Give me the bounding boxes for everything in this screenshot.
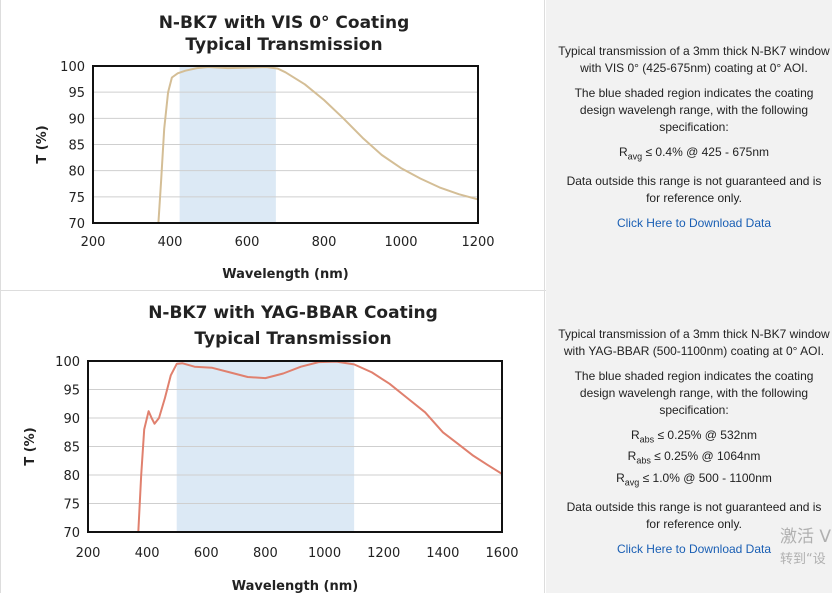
chart-subtitle: Typical Transmission — [194, 329, 391, 349]
description-text: Typical transmission of a 3mm thick N-BK… — [558, 44, 830, 75]
y-tick-label: 70 — [68, 217, 85, 232]
chart-subtitle: Typical Transmission — [185, 35, 382, 55]
y-tick-label: 70 — [63, 526, 80, 541]
x-axis-label: Wavelength (nm) — [222, 267, 348, 282]
plot-frame — [92, 65, 479, 224]
chart-cell-yag-bbar: N-BK7 with YAG-BBAR Coating Typical Trans… — [0, 290, 545, 593]
x-tick-label: 1200 — [461, 235, 494, 250]
description-block-yag-bbar: Typical transmission of a 3mm thick N-BK… — [558, 326, 830, 558]
chart-title: N-BK7 with YAG-BBAR Coating — [148, 303, 438, 323]
shaded-region-note: The blue shaded region indicates the coa… — [574, 86, 814, 134]
x-tick-label: 800 — [312, 235, 337, 250]
y-tick-label: 80 — [68, 165, 85, 180]
y-tick-label: 95 — [63, 384, 80, 399]
y-tick-label: 95 — [68, 86, 85, 101]
download-data-link[interactable]: Click Here to Download Data — [616, 542, 772, 557]
y-tick-label: 75 — [63, 498, 80, 513]
x-tick-label: 1400 — [426, 546, 459, 561]
transmission-series-line — [157, 66, 478, 223]
chart-yag-bbar-transmission: N-BK7 with YAG-BBAR Coating Typical Trans… — [23, 303, 519, 593]
x-tick-label: 1200 — [367, 546, 400, 561]
disclaimer-text: Data outside this range is not guarantee… — [566, 500, 822, 532]
x-tick-label: 200 — [76, 546, 101, 561]
description-cell-vis: Typical transmission of a 3mm thick N-BK… — [546, 0, 832, 290]
y-tick-label: 75 — [68, 191, 85, 206]
x-tick-label: 400 — [135, 546, 160, 561]
spec-line: Ravg ≤ 1.0% @ 500 - 1100nm — [616, 470, 772, 488]
y-tick-label: 100 — [60, 60, 85, 75]
download-data-link[interactable]: Click Here to Download Data — [616, 216, 772, 231]
spec-line: Ravg ≤ 0.4% @ 425 - 675nm — [618, 145, 770, 162]
y-tick-label: 85 — [63, 441, 80, 456]
spec-line: Rabs ≤ 0.25% @ 1064nm — [627, 449, 761, 466]
x-tick-label: 800 — [253, 546, 278, 561]
plot-frame — [87, 360, 503, 533]
description-cell-yag-bbar: Typical transmission of a 3mm thick N-BK… — [546, 290, 832, 593]
watermark-line2: 转到“设 — [780, 552, 826, 567]
transmission-series-line — [137, 361, 502, 532]
y-tick-label: 100 — [55, 355, 80, 370]
disclaimer-text: Data outside this range is not guarantee… — [566, 174, 822, 206]
x-axis-label: Wavelength (nm) — [232, 579, 358, 593]
x-tick-label: 600 — [235, 235, 260, 250]
spec-line: Rabs ≤ 0.25% @ 532nm — [630, 428, 757, 445]
y-tick-label: 85 — [68, 139, 85, 154]
x-tick-label: 1000 — [384, 235, 417, 250]
product-row-vis: N-BK7 with VIS 0° Coating Typical Transmi… — [0, 0, 832, 291]
x-tick-label: 600 — [194, 546, 219, 561]
spec-list: Ravg ≤ 0.4% @ 425 - 675nm — [558, 144, 830, 165]
spec-list: Rabs ≤ 0.25% @ 532nm Rabs ≤ 0.25% @ 1064… — [558, 427, 830, 491]
shaded-region-note: The blue shaded region indicates the coa… — [574, 369, 814, 417]
product-row-yag-bbar: N-BK7 with YAG-BBAR Coating Typical Trans… — [0, 290, 832, 593]
description-text: Typical transmission of a 3mm thick N-BK… — [558, 327, 830, 358]
y-tick-label: 90 — [63, 412, 80, 427]
y-tick-label: 90 — [68, 112, 85, 127]
x-tick-label: 1600 — [485, 546, 518, 561]
watermark-line1: 激活 V — [780, 527, 832, 547]
y-tick-label: 80 — [63, 469, 80, 484]
y-axis-label: T (%) — [35, 125, 50, 163]
description-block-vis: Typical transmission of a 3mm thick N-BK… — [558, 43, 830, 232]
x-tick-label: 200 — [81, 235, 106, 250]
chart-title: N-BK7 with VIS 0° Coating — [159, 13, 410, 33]
x-tick-label: 400 — [158, 235, 183, 250]
chart-cell-vis: N-BK7 with VIS 0° Coating Typical Transmi… — [0, 0, 545, 290]
y-axis-label: T (%) — [23, 427, 38, 465]
x-tick-label: 1000 — [308, 546, 341, 561]
